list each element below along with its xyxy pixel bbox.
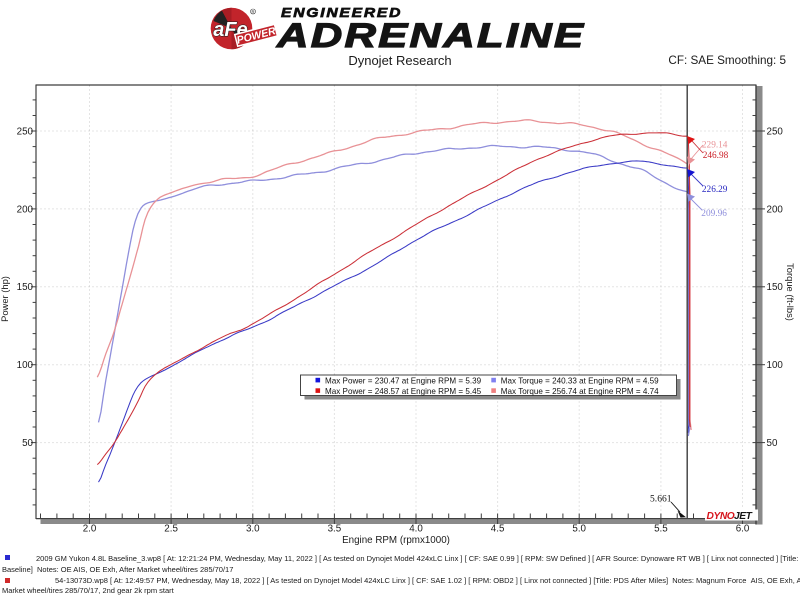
svg-text:DYNO: DYNO	[707, 511, 735, 522]
svg-text:R: R	[251, 9, 254, 14]
svg-text:200: 200	[767, 204, 784, 215]
svg-text:Max Torque = 240.33 at Engine: Max Torque = 240.33 at Engine RPM = 4.59	[501, 376, 659, 385]
svg-text:JET: JET	[734, 511, 753, 522]
svg-text:Torque (ft-lbs): Torque (ft-lbs)	[785, 263, 796, 321]
svg-text:3.0: 3.0	[246, 524, 260, 535]
svg-text:150: 150	[767, 282, 784, 293]
svg-text:Max Power = 230.47 at Engine R: Max Power = 230.47 at Engine RPM = 5.39	[325, 376, 482, 385]
svg-text:Power (hp): Power (hp)	[0, 276, 10, 322]
svg-text:200: 200	[17, 204, 34, 215]
svg-text:150: 150	[17, 282, 34, 293]
svg-text:50: 50	[767, 438, 778, 449]
svg-text:100: 100	[17, 360, 34, 371]
svg-text:209.96: 209.96	[701, 209, 727, 219]
svg-text:Max Power = 248.57 at Engine R: Max Power = 248.57 at Engine RPM = 5.45	[325, 387, 482, 396]
svg-text:4.5: 4.5	[491, 524, 505, 535]
svg-text:226.29: 226.29	[702, 185, 728, 195]
svg-text:2.5: 2.5	[164, 524, 178, 535]
svg-text:Max Torque = 256.74 at Engine: Max Torque = 256.74 at Engine RPM = 4.74	[501, 387, 659, 396]
svg-text:2.0: 2.0	[83, 524, 97, 535]
svg-text:250: 250	[767, 126, 784, 137]
svg-text:6.0: 6.0	[736, 524, 750, 535]
svg-text:5.5: 5.5	[654, 524, 668, 535]
svg-text:100: 100	[767, 360, 784, 371]
svg-text:5.0: 5.0	[572, 524, 586, 535]
svg-text:250: 250	[17, 126, 34, 137]
svg-text:Engine RPM (rpmx1000): Engine RPM (rpmx1000)	[342, 535, 450, 546]
svg-text:3.5: 3.5	[328, 524, 342, 535]
svg-text:246.98: 246.98	[703, 151, 729, 161]
svg-text:50: 50	[22, 438, 33, 449]
svg-text:4.0: 4.0	[409, 524, 423, 535]
svg-text:229.14: 229.14	[702, 140, 728, 150]
svg-text:5.661: 5.661	[650, 494, 672, 505]
